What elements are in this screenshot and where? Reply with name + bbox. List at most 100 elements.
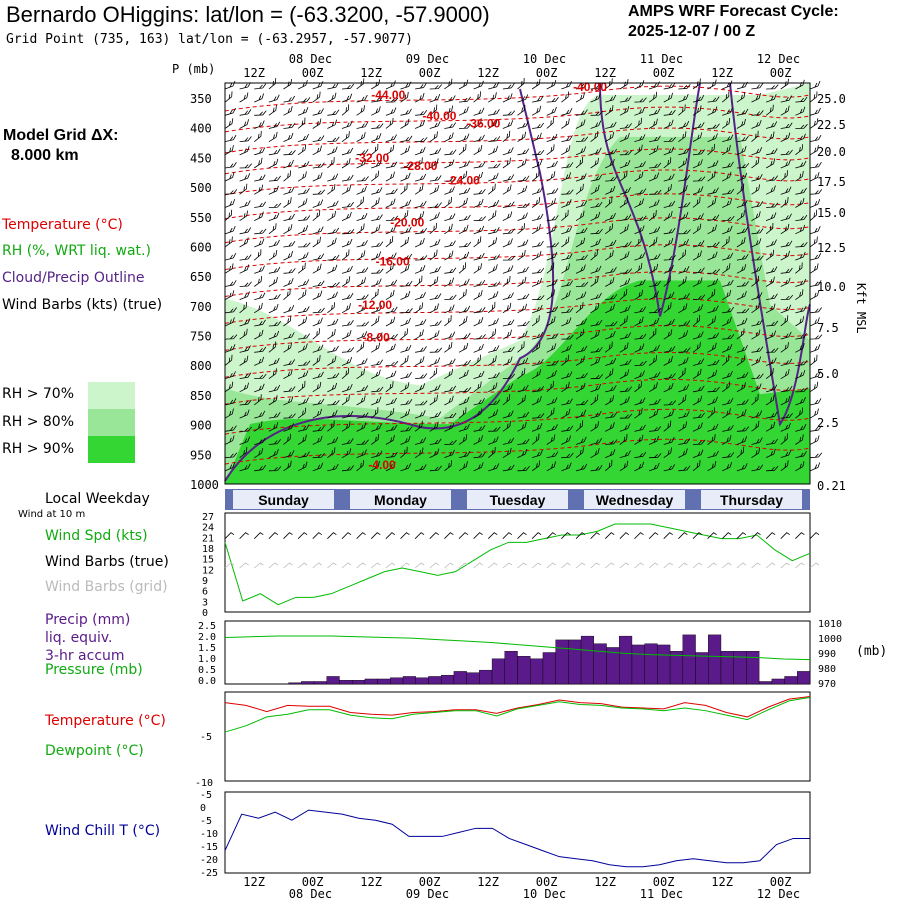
wind-barb: [400, 91, 409, 103]
wind-barb: [634, 451, 647, 459]
wind-barb: [795, 434, 804, 445]
wind-barb: [224, 354, 233, 366]
wind-barb: [341, 158, 351, 169]
wind-barb: [385, 161, 398, 169]
wind-barb: [634, 97, 647, 103]
wind-barb: [663, 383, 674, 393]
wind-barb: [341, 201, 354, 208]
wind-barb: [254, 356, 265, 366]
wind-barb: [780, 170, 788, 182]
wind-barb: [444, 412, 457, 419]
wind-barb: [473, 290, 483, 301]
wind-barb: [400, 371, 412, 380]
wind-barb: [268, 466, 282, 472]
wind10-grid-barb: [444, 562, 454, 569]
wind-barb: [605, 294, 618, 301]
wind-barb: [429, 104, 438, 116]
wind-barb: [678, 367, 686, 379]
wind-barb: [531, 105, 542, 116]
wind-barb: [707, 359, 720, 366]
wind-barb: [751, 410, 763, 419]
wind-barb: [429, 303, 439, 314]
precip-bar: [440, 674, 455, 685]
wind-barb: [400, 253, 413, 261]
isotherm-label: -20.00: [390, 216, 424, 230]
wind-barb: [517, 202, 530, 208]
wind-barb: [590, 83, 603, 90]
wind-barb: [297, 434, 307, 445]
wind-barb: [795, 343, 805, 353]
wind-barb: [546, 434, 556, 445]
kft-tick-label: 17.5: [817, 175, 846, 189]
wind-barb: [795, 171, 804, 182]
wind-barb: [341, 249, 350, 261]
wind-barb: [766, 239, 777, 248]
wind-barb: [795, 424, 807, 432]
wind-barb: [736, 145, 747, 156]
wind-barb: [795, 461, 805, 472]
wind-barb: [341, 303, 351, 314]
wind-barb: [619, 386, 632, 393]
wind-barb: [356, 132, 366, 143]
wind10-grid-barb: [356, 562, 366, 569]
precip-bar: [593, 643, 607, 685]
wind10-barb: [414, 532, 425, 539]
wind-barb: [488, 291, 499, 301]
wind-barb: [751, 447, 761, 459]
wind-barb: [224, 253, 237, 261]
wind-barb: [283, 159, 294, 169]
wind-barb: [254, 276, 263, 287]
wind-barb: [356, 412, 369, 419]
wind-barb: [531, 223, 541, 235]
wind-barb: [795, 123, 808, 129]
wind-barb: [341, 276, 351, 287]
wind-barb: [590, 249, 598, 261]
p-tick-label: 400: [190, 122, 212, 136]
wind-barb: [692, 277, 703, 287]
wind-barb: [707, 289, 716, 300]
wind-barb: [809, 290, 820, 301]
wind-barb: [458, 278, 470, 287]
wind-barb: [795, 214, 808, 222]
wind-barb: [268, 266, 281, 274]
wind-barb: [341, 421, 351, 432]
wind-barb: [224, 91, 233, 103]
wind-barb: [546, 117, 554, 129]
wind-barb: [414, 275, 423, 287]
wind-barb: [458, 407, 467, 419]
wind-barb: [809, 435, 820, 445]
wind-barb: [722, 161, 734, 169]
wind-barb: [502, 302, 512, 314]
wind-barb: [809, 263, 819, 274]
wind-barb: [327, 302, 335, 314]
wind-barb: [780, 267, 793, 274]
wind-barb: [415, 200, 427, 208]
wind-barb: [254, 174, 266, 182]
wind-barb: [722, 107, 733, 116]
kft-tick-label: 5.0: [817, 367, 839, 381]
wind-barb: [327, 420, 335, 432]
wind-barb: [502, 420, 511, 432]
wind-barb: [415, 109, 428, 116]
wind-barb: [283, 224, 293, 235]
wind-barb: [634, 134, 646, 143]
wind-barb: [502, 410, 514, 419]
wind-barb: [341, 384, 353, 393]
wind-barb: [546, 289, 555, 300]
wind-barb: [517, 239, 529, 248]
wind-barb: [590, 465, 603, 472]
wind10-barb: [341, 532, 352, 539]
wind-barb: [532, 213, 544, 222]
wind-barb: [297, 316, 308, 327]
wind-barb: [751, 437, 763, 445]
wind-barb: [809, 236, 818, 248]
wind10-grid-barb: [385, 562, 396, 569]
wind-barb: [473, 425, 486, 432]
wind-barb: [385, 333, 398, 340]
wind-barb: [692, 449, 704, 459]
wind-barb: [356, 368, 365, 379]
wind-barb: [458, 96, 471, 103]
wind-barb: [722, 118, 731, 129]
wind-barb: [765, 448, 776, 459]
wind-barb: [415, 319, 427, 327]
